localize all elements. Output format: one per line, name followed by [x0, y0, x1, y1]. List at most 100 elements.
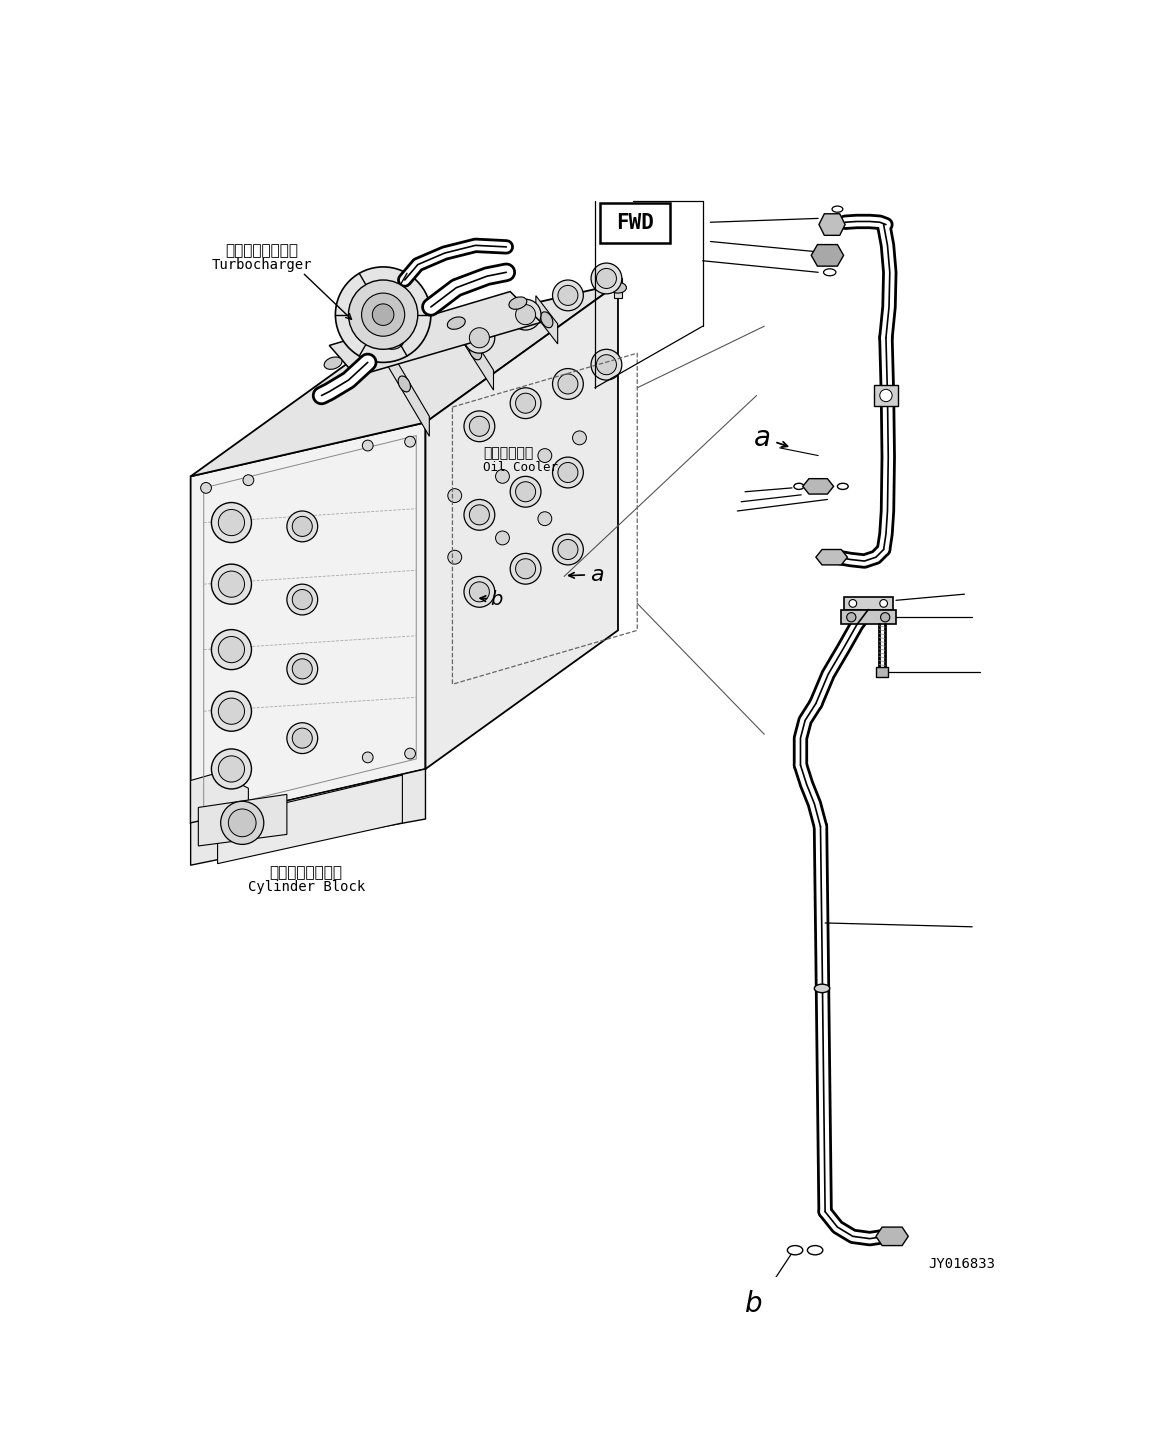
Circle shape	[597, 268, 616, 288]
Circle shape	[464, 499, 494, 531]
Polygon shape	[802, 479, 834, 494]
Circle shape	[558, 462, 578, 482]
Polygon shape	[191, 284, 618, 476]
Circle shape	[470, 505, 490, 525]
Circle shape	[212, 502, 251, 542]
Circle shape	[464, 577, 494, 607]
Circle shape	[287, 511, 317, 542]
Polygon shape	[191, 769, 426, 865]
Circle shape	[880, 613, 890, 621]
Circle shape	[201, 482, 212, 494]
Circle shape	[243, 475, 254, 485]
Circle shape	[470, 581, 490, 601]
Ellipse shape	[807, 1246, 822, 1254]
Circle shape	[538, 449, 551, 462]
FancyBboxPatch shape	[599, 202, 670, 243]
Circle shape	[292, 517, 313, 537]
Circle shape	[847, 613, 856, 621]
Ellipse shape	[398, 376, 411, 392]
Polygon shape	[843, 597, 893, 610]
Text: FWD: FWD	[616, 212, 654, 232]
Text: シリンダブロック: シリンダブロック	[270, 865, 343, 881]
Circle shape	[591, 349, 622, 380]
Circle shape	[372, 304, 394, 326]
Ellipse shape	[832, 207, 843, 212]
Polygon shape	[812, 244, 843, 265]
Circle shape	[292, 590, 313, 610]
Circle shape	[552, 369, 584, 399]
Circle shape	[228, 809, 256, 837]
Ellipse shape	[448, 317, 465, 329]
Circle shape	[212, 564, 251, 604]
Circle shape	[470, 327, 490, 347]
Text: a: a	[590, 565, 604, 585]
Circle shape	[287, 584, 317, 616]
Circle shape	[511, 476, 541, 507]
Circle shape	[212, 749, 251, 789]
Circle shape	[292, 659, 313, 679]
Circle shape	[515, 558, 536, 578]
Circle shape	[464, 323, 494, 353]
Circle shape	[219, 756, 244, 782]
Text: b: b	[745, 1290, 763, 1319]
Ellipse shape	[814, 984, 829, 993]
Polygon shape	[819, 214, 846, 235]
Polygon shape	[426, 284, 618, 769]
Circle shape	[405, 436, 415, 448]
Circle shape	[515, 304, 536, 324]
Polygon shape	[379, 331, 429, 436]
Circle shape	[552, 280, 584, 311]
Circle shape	[879, 600, 887, 607]
Polygon shape	[841, 610, 896, 624]
Circle shape	[212, 630, 251, 670]
Text: Oil Cooler: Oil Cooler	[484, 461, 558, 474]
Circle shape	[212, 692, 251, 732]
Text: Cylinder Block: Cylinder Block	[248, 880, 365, 894]
Circle shape	[335, 267, 430, 363]
Ellipse shape	[324, 357, 342, 369]
Ellipse shape	[609, 283, 627, 293]
Circle shape	[292, 728, 313, 748]
Text: JY016833: JY016833	[928, 1257, 996, 1271]
Ellipse shape	[386, 337, 404, 349]
Circle shape	[243, 802, 254, 812]
Circle shape	[219, 697, 244, 725]
Circle shape	[538, 512, 551, 525]
Circle shape	[849, 600, 857, 607]
Text: a: a	[755, 423, 771, 452]
Circle shape	[879, 389, 892, 402]
Polygon shape	[199, 795, 287, 847]
Circle shape	[470, 416, 490, 436]
Circle shape	[221, 801, 264, 844]
Polygon shape	[191, 773, 249, 822]
Polygon shape	[816, 550, 848, 565]
Polygon shape	[217, 775, 402, 864]
Ellipse shape	[541, 311, 552, 327]
Circle shape	[363, 752, 373, 763]
Circle shape	[511, 300, 541, 330]
Circle shape	[511, 387, 541, 419]
Circle shape	[448, 550, 462, 564]
Circle shape	[495, 469, 509, 484]
Circle shape	[591, 263, 622, 294]
Circle shape	[558, 375, 578, 395]
Circle shape	[219, 637, 244, 663]
Circle shape	[219, 571, 244, 597]
Polygon shape	[457, 314, 493, 390]
Circle shape	[349, 280, 418, 349]
Circle shape	[597, 354, 616, 375]
Ellipse shape	[794, 484, 804, 489]
Polygon shape	[614, 278, 622, 297]
Circle shape	[201, 809, 212, 821]
Circle shape	[558, 540, 578, 560]
Circle shape	[558, 286, 578, 306]
Ellipse shape	[509, 297, 527, 310]
Circle shape	[552, 534, 584, 565]
Circle shape	[219, 509, 244, 535]
Circle shape	[515, 482, 536, 502]
Circle shape	[464, 410, 494, 442]
Circle shape	[495, 531, 509, 545]
FancyBboxPatch shape	[873, 386, 898, 406]
Polygon shape	[536, 296, 558, 344]
Circle shape	[572, 430, 586, 445]
